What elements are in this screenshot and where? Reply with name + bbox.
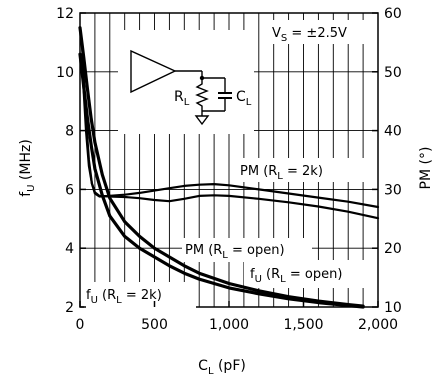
x-tick-label: 0	[76, 317, 85, 333]
y-right-tick-label: 30	[384, 182, 402, 198]
x-tick-label: 1,500	[283, 317, 323, 333]
fu-open-label: fU (RL = open)	[250, 267, 342, 285]
y-left-tick-label: 4	[65, 241, 74, 257]
x-tick-label: 500	[141, 317, 168, 333]
node-dot	[199, 75, 205, 81]
y-left-tick-label: 10	[56, 65, 74, 81]
series-line-2	[78, 52, 365, 309]
ground-symbol	[194, 115, 210, 126]
y-axis-right-label: PM (°)	[418, 147, 434, 190]
x-axis-label: CL (pF)	[198, 358, 246, 377]
supply-label-background	[268, 20, 368, 44]
pm-2k-label-background	[238, 158, 374, 182]
tick-layer: 0 500 1,000 1,500 2,000 2 4 6 8 10 12 10 20 30 40 50 60	[56, 6, 402, 333]
resistor-zigzag	[195, 78, 209, 116]
opamp-schematic	[130, 49, 232, 126]
y-left-tick-label: 12	[56, 6, 74, 22]
y-right-tick-label: 10	[384, 300, 402, 316]
series-line-4	[81, 64, 380, 220]
y-right-tick-label: 40	[384, 124, 402, 140]
pm-open-label-background	[182, 238, 312, 262]
y-left-tick-label: 6	[65, 182, 74, 198]
fu-open-label-background	[244, 260, 374, 288]
opamp-triangle	[130, 49, 177, 94]
inset-cl-label: CL	[236, 89, 252, 108]
series-layer	[78, 26, 380, 309]
series-line-1	[78, 26, 365, 308]
fu-2k-label: fU (RL = 2k)	[86, 288, 162, 306]
supply-label: VS = ±2.5V	[272, 26, 347, 44]
y-right-tick-label: 60	[384, 6, 402, 22]
inset-rl-label: RL	[174, 89, 190, 108]
fu-2k-label-background	[84, 282, 196, 308]
pm-open-label: PM (RL = open)	[185, 243, 285, 261]
y-left-tick-label: 8	[65, 124, 74, 140]
x-tick-label: 2,000	[358, 317, 398, 333]
y-right-tick-label: 20	[384, 241, 402, 257]
x-tick-label: 1,000	[209, 317, 249, 333]
y-right-tick-label: 50	[384, 65, 402, 81]
y-axis-left-label: fU (MHz)	[18, 139, 37, 197]
pm-2k-label: PM (RL = 2k)	[240, 164, 323, 182]
y-left-tick-label: 2	[65, 300, 74, 316]
